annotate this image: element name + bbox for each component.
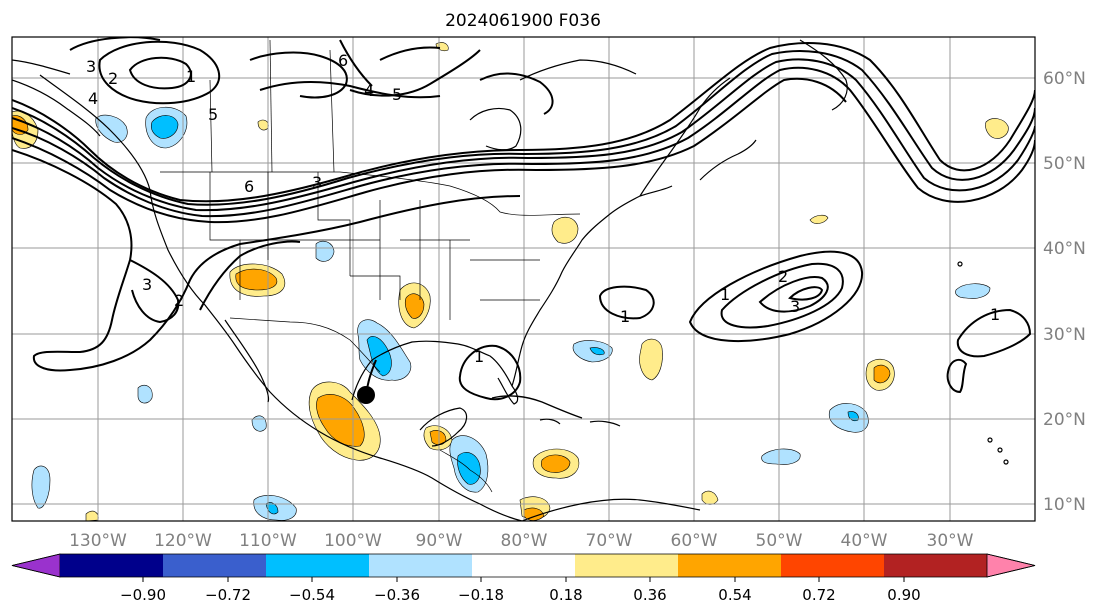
latitude-labels: 60°N 50°N 40°N 30°N 20°N 10°N (1043, 69, 1086, 515)
coastlines (12, 39, 1009, 521)
colorbar-tick-label: −0.54 (289, 586, 335, 604)
colorbar: −0.90 −0.72 −0.54 −0.36 −0.18 0.18 0.36 … (11, 553, 1036, 604)
contour-label: 5 (208, 105, 218, 124)
lat-label: 20°N (1043, 410, 1086, 430)
contour-label: 3 (312, 173, 322, 192)
colorbar-tick-label: 0.18 (549, 586, 582, 604)
lat-label: 40°N (1043, 239, 1086, 259)
colorbar-arrow-right (986, 553, 1036, 578)
lon-label: 100°W (324, 531, 382, 551)
contour-lines (12, 37, 1035, 401)
lon-label: 30°W (927, 531, 974, 551)
lon-label: 40°W (841, 531, 888, 551)
colorbar-segment (163, 554, 267, 577)
colorbar-segment (266, 554, 370, 577)
lat-label: 50°N (1043, 154, 1086, 174)
colorbar-tick-label: −0.36 (374, 586, 420, 604)
colorbar-segment (60, 554, 164, 577)
contour-label: 1 (474, 347, 484, 366)
lat-label: 60°N (1043, 69, 1086, 89)
contour-label: 2 (778, 267, 788, 286)
lon-label: 60°W (671, 531, 718, 551)
contour-label: 5 (392, 85, 402, 104)
colorbar-tick-labels: −0.90 −0.72 −0.54 −0.36 −0.18 0.18 0.36 … (120, 586, 921, 604)
lon-label: 120°W (154, 531, 212, 551)
colorbar-tick-label: −0.72 (205, 586, 251, 604)
storm-track-line (365, 359, 377, 396)
map-area: 6 4 3 2 1 5 4 3 6 5 3 2 1 1 1 3 2 1 (12, 37, 1035, 521)
colorbar-tick-label: −0.90 (120, 586, 166, 604)
colorbar-segments (11, 553, 1036, 578)
contour-label: 1 (186, 67, 196, 86)
lon-label: 110°W (239, 531, 297, 551)
contour-label: 2 (108, 69, 118, 88)
colorbar-ticks (142, 577, 905, 582)
colorbar-segment (472, 554, 576, 577)
lon-label: 80°W (501, 531, 548, 551)
shaded-anomalies (12, 42, 1009, 521)
colorbar-segment (884, 554, 988, 577)
colorbar-tick-label: 0.90 (887, 586, 920, 604)
colorbar-segment (369, 554, 473, 577)
contour-label: 3 (790, 297, 800, 316)
lon-label: 70°W (586, 531, 633, 551)
lon-label: 90°W (416, 531, 463, 551)
lon-label: 130°W (69, 531, 127, 551)
colorbar-tick-label: 0.72 (802, 586, 835, 604)
colorbar-tick-label: −0.18 (458, 586, 504, 604)
lat-label: 30°N (1043, 325, 1086, 345)
colorbar-segment (575, 554, 679, 577)
colorbar-tick-label: 0.54 (718, 586, 751, 604)
colorbar-segment (678, 554, 782, 577)
contour-label: 6 (244, 177, 254, 196)
contour-label: 3 (142, 275, 152, 294)
colorbar-segment (781, 554, 885, 577)
map-frame (11, 36, 1036, 522)
lat-label: 10°N (1043, 495, 1086, 515)
contour-label: 4 (88, 89, 98, 108)
contour-label: 1 (720, 285, 730, 304)
map-title: 2024061900 F036 (445, 11, 601, 31)
colorbar-outline (11, 553, 1036, 578)
colorbar-arrow-left (11, 553, 61, 578)
contour-label-group: 6 4 3 2 1 5 4 3 6 5 3 2 1 1 1 3 2 1 (86, 51, 1000, 366)
longitude-labels: 130°W 120°W 110°W 100°W 90°W 80°W 70°W 6… (69, 531, 974, 551)
contour-label: 3 (86, 57, 96, 76)
contour-label: 1 (990, 305, 1000, 324)
contour-label: 4 (364, 81, 374, 100)
colorbar-tick-label: 0.36 (633, 586, 666, 604)
contour-label: 2 (174, 291, 184, 310)
lon-label: 50°W (756, 531, 803, 551)
contour-label: 6 (338, 51, 348, 70)
contour-label: 1 (620, 307, 630, 326)
